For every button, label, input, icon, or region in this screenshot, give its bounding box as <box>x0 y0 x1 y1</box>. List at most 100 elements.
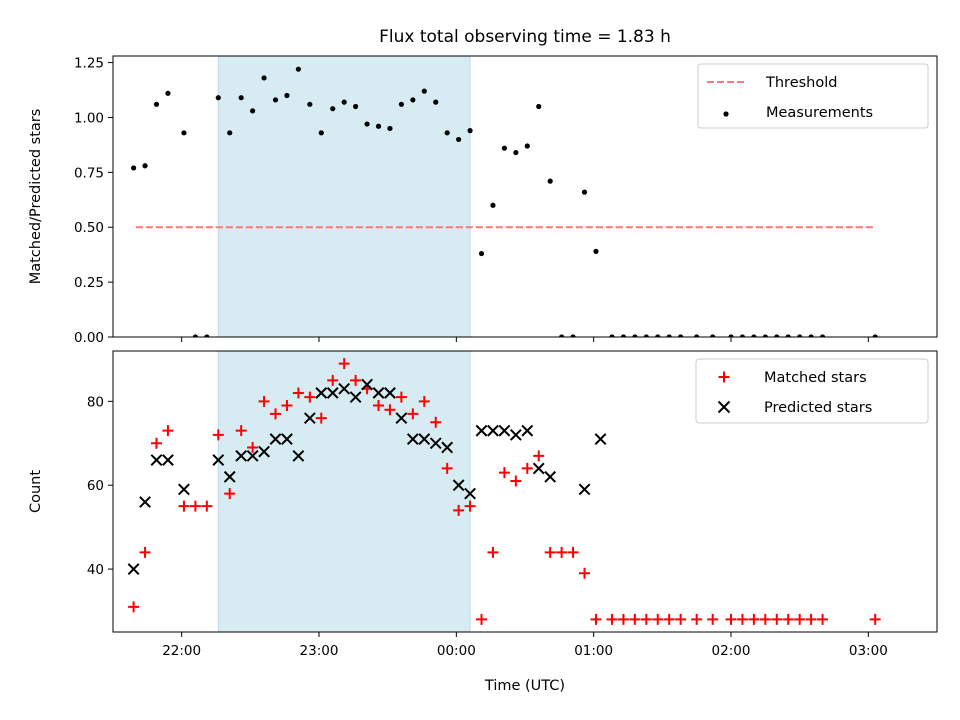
matched-point <box>139 546 151 558</box>
matched-point <box>150 437 162 449</box>
matched-point <box>315 412 327 424</box>
measurement-point <box>643 334 649 337</box>
predicted-point <box>384 387 396 399</box>
measurement-point <box>478 250 485 257</box>
predicted-point <box>292 449 305 462</box>
matched-point <box>567 546 579 558</box>
matched-point <box>270 408 282 420</box>
bottom-y-tick-label: 80 <box>87 394 104 410</box>
measurement-point <box>341 99 347 105</box>
legend-label: Measurements <box>766 105 873 121</box>
matched-point <box>629 613 641 625</box>
predicted-point <box>521 424 534 437</box>
legend-label: Matched stars <box>764 370 867 386</box>
measurement-point <box>261 75 267 81</box>
matched-point <box>707 613 719 625</box>
matched-point <box>606 613 618 625</box>
measurement-point <box>797 334 803 337</box>
measurement-point <box>655 334 661 337</box>
chart-title: Flux total observing time = 1.83 h <box>379 27 671 47</box>
matched-point <box>590 613 602 625</box>
x-tick-label: 02:00 <box>712 643 751 659</box>
predicted-point <box>258 445 270 458</box>
predicted-point <box>594 433 607 445</box>
matched-point <box>805 613 817 625</box>
matched-point <box>498 467 510 479</box>
measurement-point <box>536 103 542 110</box>
legend-matched-marker <box>718 371 730 383</box>
measurement-point <box>467 128 473 134</box>
matched-point <box>224 488 236 500</box>
measurement-point <box>421 88 427 94</box>
matched-point <box>441 462 453 474</box>
measurement-point <box>318 130 324 136</box>
matched-point <box>464 500 476 512</box>
predicted-point <box>487 424 499 437</box>
predicted-point <box>361 378 373 391</box>
top-y-axis-label: Matched/Predicted stars <box>28 109 44 285</box>
matched-point <box>373 400 385 412</box>
bottom-panel: 40 60 80 22:00 23:00 00:00 01:00 02:00 03:00 Coun… <box>28 350 938 694</box>
matched-point <box>869 613 881 625</box>
matched-point <box>258 395 270 407</box>
measurement-point <box>375 123 382 129</box>
x-tick-label: 22:00 <box>162 643 201 659</box>
predicted-point <box>139 496 151 508</box>
matched-point <box>817 613 829 625</box>
matched-point <box>189 500 201 512</box>
matched-point <box>304 391 316 403</box>
measurement-point <box>593 248 599 254</box>
predicted-point <box>150 454 163 466</box>
x-tick-label: 23:00 <box>300 643 339 659</box>
matched-point <box>663 613 675 625</box>
measurement-point <box>710 334 716 337</box>
bottom-y-tick-label: 60 <box>87 478 104 494</box>
matched-point <box>748 613 760 625</box>
predicted-point <box>464 487 476 500</box>
measurement-point <box>307 101 313 107</box>
predicted-point <box>246 449 259 462</box>
measurement-point <box>142 163 148 169</box>
matched-point <box>178 500 190 512</box>
top-plot-area <box>131 66 878 337</box>
measurement-point <box>272 97 279 103</box>
measurement-point <box>762 334 768 337</box>
legend-predicted-marker <box>717 400 731 414</box>
matched-point <box>395 391 407 403</box>
matched-point <box>327 374 339 386</box>
matched-point <box>487 546 499 558</box>
predicted-point <box>452 479 465 492</box>
top-y-tick-label: 0.50 <box>74 220 104 236</box>
matched-point <box>510 475 522 487</box>
matched-point <box>281 400 293 412</box>
predicted-point <box>406 433 419 445</box>
measurement-point <box>215 95 221 101</box>
measurement-point <box>501 145 507 151</box>
predicted-point <box>372 387 385 399</box>
matched-point <box>725 613 737 625</box>
predicted-point <box>441 441 454 454</box>
measurement-point <box>204 334 210 337</box>
matched-point <box>384 404 396 416</box>
measurement-point <box>785 334 791 337</box>
predicted-point <box>418 433 431 445</box>
top-observing-span <box>217 55 471 338</box>
measurement-point <box>364 121 370 127</box>
predicted-point <box>315 387 328 399</box>
matched-point <box>771 613 783 625</box>
predicted-point <box>578 483 591 496</box>
measurement-point <box>678 334 684 337</box>
x-axis-label: Time (UTC) <box>484 678 565 694</box>
top-frame <box>112 55 938 338</box>
measurement-point <box>165 90 171 96</box>
measurement-point <box>330 106 336 112</box>
measurement-point <box>666 334 672 337</box>
measurement-point <box>433 99 439 105</box>
legend-label: Threshold <box>765 75 837 91</box>
predicted-point <box>178 483 190 496</box>
matched-point <box>338 358 350 370</box>
measurement-point <box>609 334 615 337</box>
bottom-legend-box <box>695 358 929 424</box>
matched-point <box>556 546 568 558</box>
